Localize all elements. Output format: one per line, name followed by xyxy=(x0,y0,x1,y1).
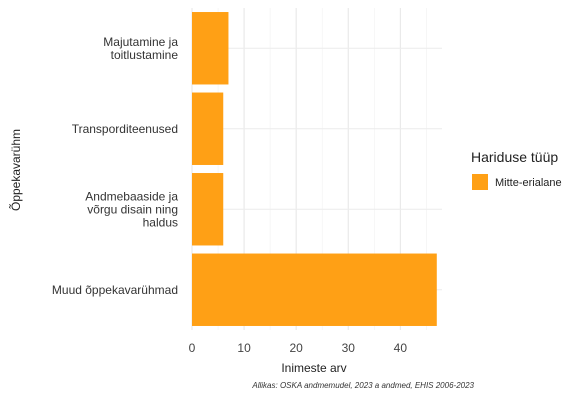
bar xyxy=(192,92,224,165)
legend-label: Mitte-erialane xyxy=(495,177,562,189)
category-label-line: Andmebaaside ja xyxy=(85,189,178,203)
y-axis-title: Õppekavarühm xyxy=(8,129,23,211)
chart-caption: Allikas: OSKA andmemudel, 2023 a andmed,… xyxy=(251,381,474,390)
category-label-line: võrgu disain ning xyxy=(87,202,178,216)
x-tick-label: 40 xyxy=(394,341,408,355)
bar xyxy=(192,12,229,85)
category-label: Muud õppekavarühmad xyxy=(52,283,178,297)
legend: Hariduse tüüp Mitte-erialane xyxy=(471,149,562,190)
category-label-line: Transporditeenused xyxy=(72,122,178,136)
legend-swatch xyxy=(472,174,488,190)
category-label: Majutamine ja toitlustamine xyxy=(103,35,178,62)
x-tick-label: 30 xyxy=(342,341,356,355)
x-tick-label: 10 xyxy=(237,341,251,355)
category-label: Andmebaaside ja võrgu disain ning haldus xyxy=(85,189,178,229)
bar xyxy=(192,253,437,326)
bar xyxy=(192,173,224,246)
category-label-line: Muud õppekavarühmad xyxy=(52,283,178,297)
x-tick-label: 20 xyxy=(289,341,303,355)
bars xyxy=(192,12,437,326)
x-axis-title: Inimeste arv xyxy=(281,361,346,375)
legend-title: Hariduse tüüp xyxy=(471,149,558,165)
category-label-line: Majutamine ja xyxy=(103,35,178,49)
category-label-line: toitlustamine xyxy=(111,48,179,62)
category-label-line: haldus xyxy=(143,215,178,229)
x-tick-label: 0 xyxy=(189,341,196,355)
category-labels: Majutamine ja toitlustamine Transporditeen… xyxy=(52,35,178,297)
x-axis-ticks: 0 10 20 30 40 xyxy=(189,341,408,355)
category-label: Transporditeenused xyxy=(72,122,178,136)
